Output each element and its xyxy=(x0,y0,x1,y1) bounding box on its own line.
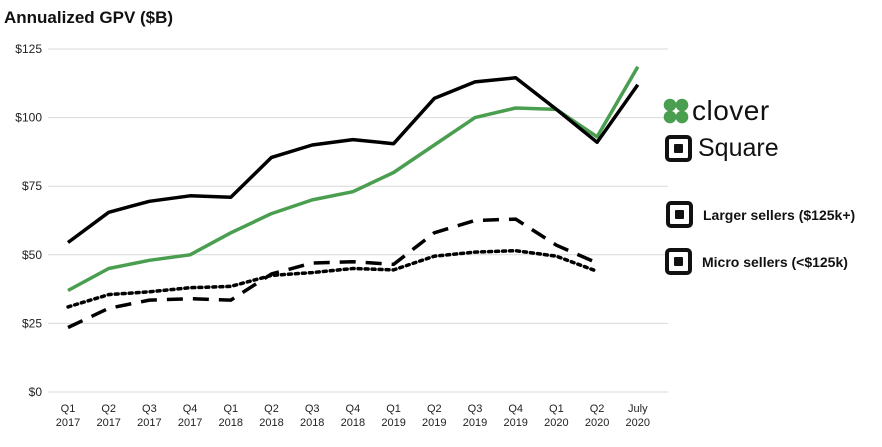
series-line-larger-sellers-125k xyxy=(67,217,598,330)
x-tick-label: Q1 2019 xyxy=(381,403,405,429)
legend-clover-label: clover xyxy=(692,95,770,126)
legend-larger-sellers-label: Larger sellers ($125k+) xyxy=(703,206,856,223)
y-tick-label: $75 xyxy=(22,179,42,193)
series-line-square xyxy=(66,76,640,244)
chart-title: Annualized GPV ($B) xyxy=(4,8,174,27)
clover-leaf-icon xyxy=(663,98,689,124)
x-tick-label: Q4 2019 xyxy=(503,403,527,429)
x-tick-label: Q2 2017 xyxy=(96,403,120,429)
series-line-clover xyxy=(67,65,640,293)
legend-clover: clover xyxy=(662,95,770,127)
legend-square-label: Square xyxy=(698,134,779,162)
x-tick-label: Q1 2020 xyxy=(544,403,568,429)
legend-square: Square xyxy=(665,134,779,163)
square-logo-icon xyxy=(665,135,692,162)
y-tick-label: $125 xyxy=(15,42,42,56)
y-tick-label: $50 xyxy=(22,248,42,262)
legend-micro-sellers-label: Micro sellers (<$125k) xyxy=(702,253,848,270)
x-tick-label: Q3 2017 xyxy=(137,403,161,429)
x-axis-ticks: Q1 2017 Q2 2017 Q3 2017 Q4 2017 Q1 2018 Q2 2018 Q3 20… xyxy=(56,403,650,429)
x-tick-label: Q4 2017 xyxy=(178,403,202,429)
x-tick-label: Q2 2019 xyxy=(422,403,446,429)
y-tick-label: $100 xyxy=(15,111,42,125)
x-tick-label: Q4 2018 xyxy=(341,403,365,429)
y-tick-label: $0 xyxy=(29,385,43,399)
x-tick-label: Q1 2018 xyxy=(219,403,243,429)
legend-micro-sellers: Micro sellers (<$125k) xyxy=(665,248,848,275)
series-lines xyxy=(66,65,640,330)
x-tick-label: Q3 2019 xyxy=(463,403,487,429)
x-tick-label: Q3 2018 xyxy=(300,403,324,429)
square-logo-icon xyxy=(665,248,692,275)
x-tick-label: Q1 2017 xyxy=(56,403,80,429)
y-axis-ticks: $0 $25 $50 $75 $100 $125 xyxy=(15,42,42,399)
x-tick-label: Q2 2020 xyxy=(585,403,609,429)
legend-larger-sellers: Larger sellers ($125k+) xyxy=(666,201,855,228)
y-tick-label: $25 xyxy=(22,316,42,330)
series-line-micro-sellers-125k xyxy=(66,248,599,309)
x-tick-label: July 2020 xyxy=(626,403,650,429)
grid-lines xyxy=(48,48,668,393)
x-tick-label: Q2 2018 xyxy=(259,403,283,429)
square-logo-icon xyxy=(666,201,693,228)
